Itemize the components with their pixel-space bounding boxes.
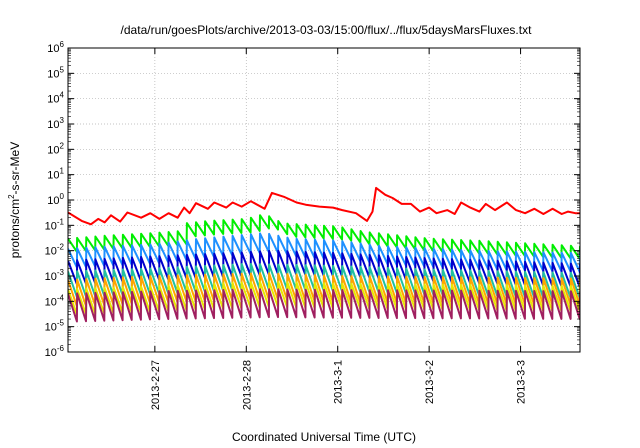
y-tick-base: 10 <box>47 43 59 55</box>
y-tick-exponent: 0 <box>60 192 65 201</box>
y-tick-label: 10-2 <box>45 243 65 258</box>
y-tick-base: 10 <box>45 220 57 232</box>
y-tick-exponent: -5 <box>57 319 65 328</box>
y-axis-ticks: 10-610-510-410-310-210-11001011021031041… <box>45 40 580 359</box>
y-axis-label-part: -s-sr-MeV <box>8 142 22 195</box>
y-tick-label: 106 <box>47 40 64 55</box>
y-tick-label: 105 <box>47 65 64 80</box>
y-tick-exponent: 5 <box>60 65 65 74</box>
y-tick-exponent: 6 <box>60 40 65 49</box>
y-tick-exponent: -3 <box>57 268 65 277</box>
y-tick-exponent: -4 <box>57 293 65 302</box>
flux-series-line <box>68 186 580 226</box>
y-tick-exponent: 1 <box>60 167 65 176</box>
y-tick-label: 10-1 <box>45 217 65 232</box>
y-tick-base: 10 <box>47 119 59 131</box>
y-tick-label: 10-6 <box>45 344 65 359</box>
y-tick-label: 10-3 <box>45 268 65 283</box>
y-tick-label: 100 <box>47 192 64 207</box>
y-tick-base: 10 <box>47 68 59 80</box>
y-tick-base: 10 <box>45 347 57 359</box>
y-tick-label: 104 <box>47 91 64 106</box>
flux-series-line <box>68 288 580 323</box>
y-tick-label: 103 <box>47 116 64 131</box>
y-axis-label-superscript: 2 <box>7 194 16 199</box>
y-tick-base: 10 <box>45 271 57 283</box>
series-group <box>68 186 580 323</box>
x-tick-label: 2013-2-28 <box>241 360 253 410</box>
y-tick-exponent: -6 <box>57 344 65 353</box>
x-tick-label: 2013-2-27 <box>150 360 162 410</box>
y-tick-base: 10 <box>45 296 57 308</box>
y-tick-base: 10 <box>45 322 57 334</box>
y-tick-exponent: 2 <box>60 141 65 150</box>
x-tick-label: 2013-3-3 <box>516 360 528 404</box>
chart-title: /data/run/goesPlots/archive/2013-03-03/1… <box>121 23 533 37</box>
y-tick-label: 102 <box>47 141 64 156</box>
y-tick-label: 10-5 <box>45 319 65 334</box>
y-tick-exponent: 4 <box>60 91 65 100</box>
y-tick-exponent: -2 <box>57 243 65 252</box>
y-tick-base: 10 <box>47 195 59 207</box>
y-tick-base: 10 <box>45 246 57 258</box>
x-tick-label: 2013-3-2 <box>424 360 436 404</box>
y-tick-base: 10 <box>47 144 59 156</box>
y-tick-exponent: -1 <box>57 217 65 226</box>
y-tick-base: 10 <box>47 170 59 182</box>
x-tick-label: 2013-3-1 <box>333 360 345 404</box>
y-axis-label-part: protons/cm <box>8 199 22 258</box>
y-tick-exponent: 3 <box>60 116 65 125</box>
y-tick-label: 101 <box>47 167 64 182</box>
x-axis-label: Coordinated Universal Time (UTC) <box>232 430 416 444</box>
y-axis-label: protons/cm2-s-sr-MeV <box>7 142 22 258</box>
x-axis-ticks: 2013-2-27 2013-2-28 2013-3-1 2013-3-2 2013-3… <box>150 48 528 410</box>
y-tick-base: 10 <box>47 94 59 106</box>
y-tick-label: 10-4 <box>45 293 65 308</box>
